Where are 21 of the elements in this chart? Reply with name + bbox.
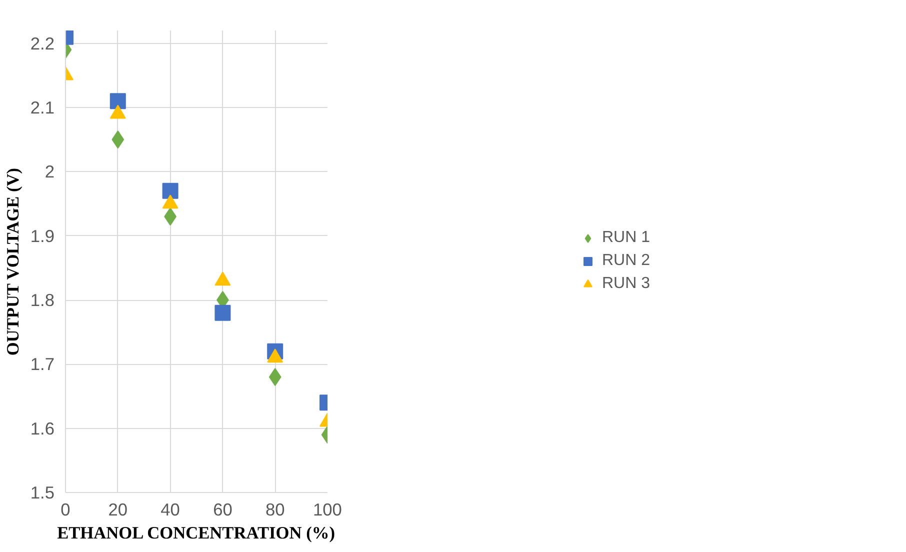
- x-tick-label: 40: [160, 500, 180, 520]
- x-tick-label: 20: [108, 500, 128, 520]
- y-axis-title: OUTPUT VOLTAGE (V): [3, 168, 22, 356]
- x-tick-label: 0: [60, 500, 70, 520]
- x-tick-label: 60: [213, 500, 232, 520]
- y-tick-label: 1.6: [30, 418, 55, 438]
- legend-label: RUN 1: [602, 229, 650, 247]
- y-tick-label: 2.2: [30, 33, 55, 54]
- y-tick-label: 1.9: [30, 226, 55, 246]
- y-tick-label: 2: [44, 162, 55, 182]
- x-tick-label: 100: [313, 500, 342, 520]
- point: [162, 182, 178, 199]
- x-axis-title: ETHANOL CONCENTRATION (%): [57, 524, 336, 542]
- y-tick-label: 1.7: [30, 354, 55, 374]
- y-tick-label: 1.8: [30, 290, 55, 310]
- y-tick-label: 2.1: [30, 98, 55, 118]
- legend-label: RUN 3: [602, 275, 650, 293]
- legend-label: RUN 2: [602, 252, 650, 270]
- y-tick-label: 1.5: [30, 482, 55, 502]
- x-tick-label: 80: [265, 500, 285, 520]
- point: [214, 304, 231, 321]
